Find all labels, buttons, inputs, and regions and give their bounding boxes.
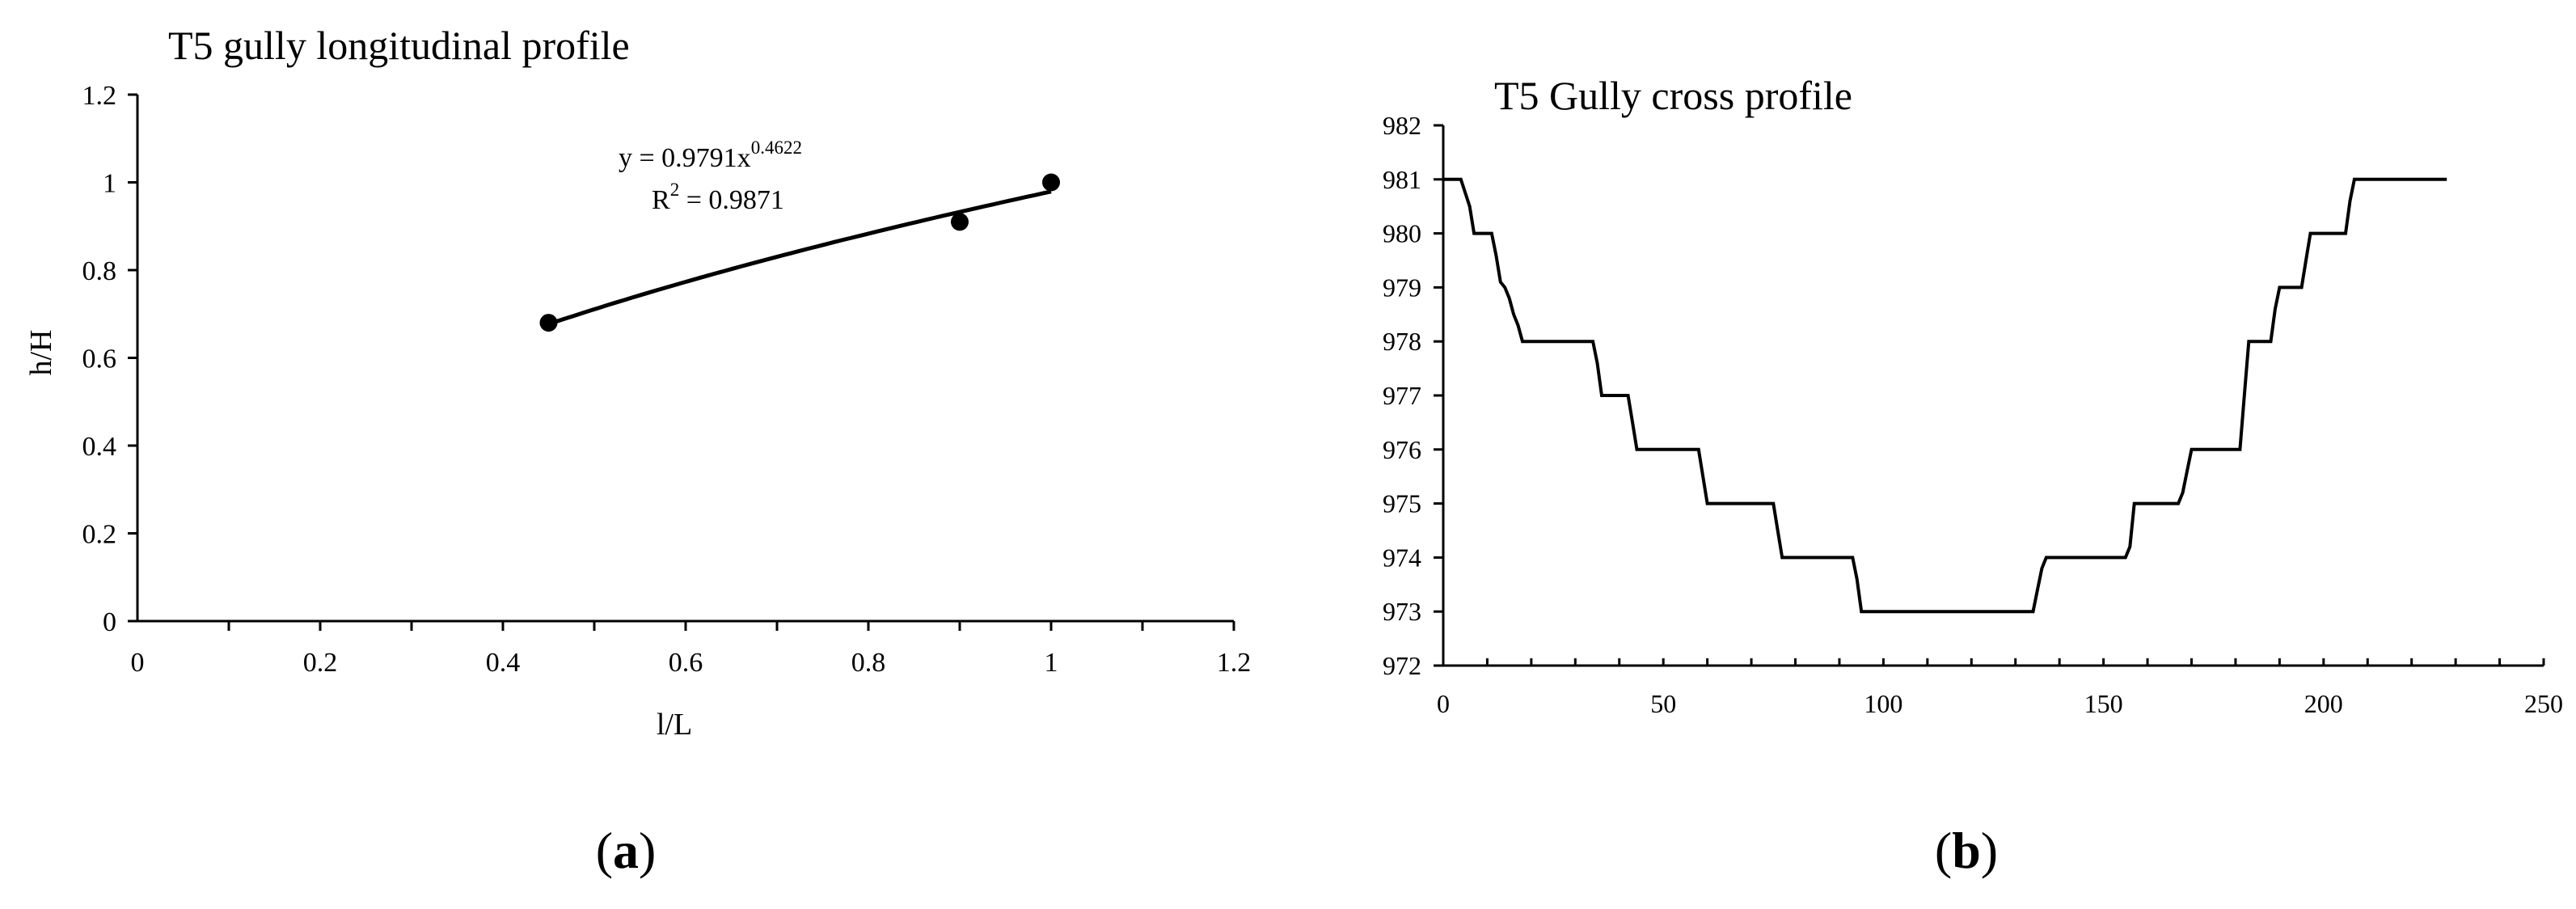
chart-a-x-tick-label: 1 bbox=[1045, 648, 1058, 678]
panel-a-letter: a bbox=[613, 822, 639, 879]
chart-a-x-tick-label: 1.2 bbox=[1217, 648, 1252, 678]
chart-a-data-point bbox=[951, 213, 969, 231]
panel-a-close: ) bbox=[639, 822, 656, 879]
chart-b-x-tick-label: 50 bbox=[1650, 689, 1676, 718]
chart-b-x-tick-label: 150 bbox=[2084, 689, 2123, 718]
chart-a-data-point bbox=[1042, 173, 1060, 192]
chart-a-ylabel: h/H bbox=[24, 330, 58, 376]
panel-a-open: ( bbox=[596, 822, 613, 879]
chart-b-y-tick-label: 972 bbox=[1383, 651, 1421, 680]
chart-b-y-tick-label: 976 bbox=[1383, 435, 1421, 464]
chart-a-x-tick-label: 0.2 bbox=[303, 648, 338, 678]
chart-b-y-tick-label: 978 bbox=[1383, 327, 1421, 356]
chart-a-y-tick-label: 0.4 bbox=[82, 432, 117, 462]
chart-a-x-tick-label: 0.4 bbox=[486, 648, 521, 678]
chart-a-x-tick-label: 0.6 bbox=[669, 648, 703, 678]
panel-b: T5 Gully cross profile 0 50 100 150 200 250 97… bbox=[1383, 73, 2563, 879]
chart-a-x-tick-label: 0 bbox=[131, 648, 145, 678]
chart-a-title: T5 gully longitudinal profile bbox=[168, 23, 630, 68]
chart-b-series-line bbox=[1443, 177, 2447, 614]
chart-a-trendline bbox=[547, 189, 1052, 327]
chart-a-x-tick-label: 0.8 bbox=[851, 648, 886, 678]
chart-a-data-point bbox=[539, 314, 558, 332]
chart-a-r2: R2 = 0.9871 bbox=[652, 180, 784, 215]
chart-b-y-tick-label: 973 bbox=[1383, 597, 1421, 626]
chart-a-y-tick-label: 1.2 bbox=[82, 81, 117, 111]
r2-prefix: R bbox=[652, 185, 670, 215]
chart-b-ticks: 0 50 100 150 200 250 972 973 974 975 976 977 978 979 9… bbox=[1383, 111, 2563, 718]
chart-b-x-tick-label: 0 bbox=[1437, 689, 1450, 718]
chart-a-y-tick-label: 1 bbox=[103, 169, 116, 199]
r2-rest: = 0.9871 bbox=[679, 185, 784, 215]
chart-b-title: T5 Gully cross profile bbox=[1494, 73, 1852, 118]
chart-b-y-tick-label: 975 bbox=[1383, 489, 1421, 518]
r2-superscript: 2 bbox=[670, 180, 680, 200]
panel-b-close: ) bbox=[1981, 822, 1998, 879]
chart-b-x-tick-label: 200 bbox=[2304, 689, 2343, 718]
chart-a-y-tick-label: 0 bbox=[103, 607, 116, 637]
chart-b-y-tick-label: 977 bbox=[1383, 381, 1421, 410]
chart-b-x-tick-label: 250 bbox=[2524, 689, 2563, 718]
equation-base: y = 0.9791x bbox=[619, 143, 751, 173]
chart-a-ticks: 0 0.2 0.4 0.6 0.8 1 1.2 0 0.2 0.4 0.6 0.8 1 1.2 bbox=[82, 81, 1252, 678]
panel-a-label: (a) bbox=[596, 822, 657, 879]
chart-b-x-tick-label: 100 bbox=[1864, 689, 1902, 718]
chart-a-y-tick-label: 0.8 bbox=[82, 256, 117, 286]
chart-a-axes bbox=[136, 95, 1234, 623]
chart-a-y-tick-label: 0.2 bbox=[82, 520, 117, 550]
chart-b-y-tick-label: 981 bbox=[1383, 165, 1421, 194]
chart-b-y-tick-label: 979 bbox=[1383, 273, 1421, 302]
chart-a-points bbox=[539, 173, 1060, 332]
chart-b-y-tick-label: 974 bbox=[1383, 543, 1421, 572]
panel-b-letter: b bbox=[1952, 822, 1981, 879]
chart-b-y-tick-label: 982 bbox=[1383, 111, 1421, 140]
chart-a-equation: y = 0.9791x0.4622 bbox=[619, 137, 802, 173]
equation-exponent: 0.4622 bbox=[751, 137, 802, 158]
chart-a-xlabel: l/L bbox=[657, 708, 692, 742]
chart-a-y-tick-label: 0.6 bbox=[82, 345, 117, 374]
panel-b-label: (b) bbox=[1935, 822, 1998, 879]
chart-b-y-tick-label: 980 bbox=[1383, 219, 1421, 248]
panel-b-open: ( bbox=[1935, 822, 1952, 879]
